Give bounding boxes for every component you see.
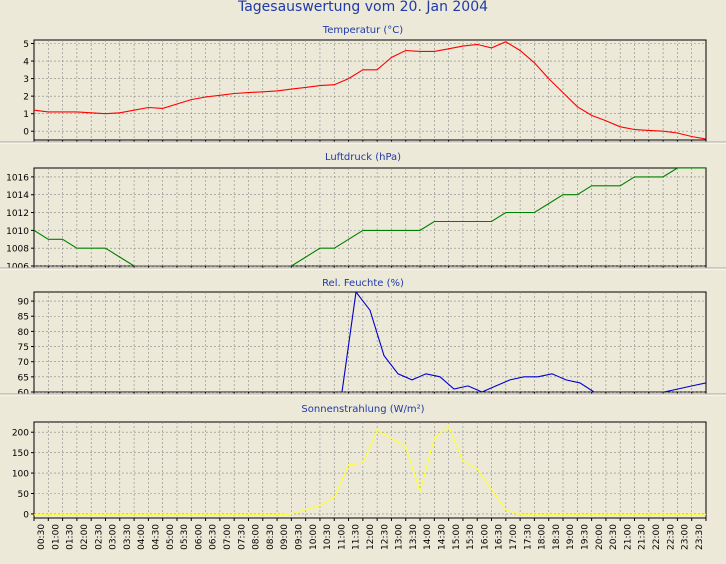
x-tick-label: 19:00 bbox=[566, 524, 576, 550]
x-tick-label: 05:30 bbox=[180, 524, 190, 550]
x-tick-label: 03:30 bbox=[123, 524, 133, 550]
x-tick-label: 15:30 bbox=[466, 524, 476, 550]
x-tick-label: 13:30 bbox=[409, 524, 419, 550]
x-tick-label: 23:30 bbox=[695, 524, 705, 550]
temperature-y-tick-label: 1 bbox=[23, 110, 29, 120]
x-tick-label: 16:30 bbox=[495, 524, 505, 550]
pressure-y-tick-label: 1010 bbox=[6, 227, 29, 237]
x-tick-label: 10:30 bbox=[323, 524, 333, 550]
humidity-series-line bbox=[34, 292, 706, 392]
x-tick-label: 00:30 bbox=[37, 524, 47, 550]
humidity-y-tick-label: 90 bbox=[18, 298, 30, 308]
x-tick-label: 06:30 bbox=[209, 524, 219, 550]
temperature-y-tick-label: 4 bbox=[23, 58, 29, 68]
pressure-y-tick-label: 1012 bbox=[6, 209, 29, 219]
radiation-y-tick-label: 150 bbox=[12, 449, 29, 459]
x-tick-label: 02:30 bbox=[94, 524, 104, 550]
x-tick-label: 23:00 bbox=[681, 524, 691, 550]
temperature-y-tick-label: 0 bbox=[23, 128, 29, 138]
x-tick-label: 21:00 bbox=[623, 524, 633, 550]
x-tick-label: 12:00 bbox=[366, 524, 376, 550]
humidity-plot-area bbox=[33, 291, 707, 393]
x-tick-label: 22:30 bbox=[666, 524, 676, 550]
x-tick-label: 09:30 bbox=[295, 524, 305, 550]
pressure-y-tick-label: 1014 bbox=[6, 191, 29, 201]
x-tick-label: 10:00 bbox=[309, 524, 319, 550]
radiation-y-tick-label: 50 bbox=[18, 490, 30, 500]
radiation-plot-area bbox=[33, 421, 707, 519]
x-tick-label: 13:00 bbox=[395, 524, 405, 550]
x-tick-label: 01:30 bbox=[66, 524, 76, 550]
pressure-series-line bbox=[34, 168, 706, 266]
humidity-y-tick-label: 70 bbox=[18, 358, 30, 368]
pressure-chart-title: Luftdruck (hPa) bbox=[325, 152, 401, 163]
x-tick-label: 17:30 bbox=[523, 524, 533, 550]
x-tick-label: 11:00 bbox=[337, 524, 347, 550]
x-tick-label: 19:30 bbox=[581, 524, 591, 550]
temperature-y-tick-label: 5 bbox=[23, 40, 29, 50]
x-tick-label: 09:00 bbox=[280, 524, 290, 550]
temperature-chart-title: Temperatur (°C) bbox=[322, 25, 403, 36]
humidity-y-tick-label: 80 bbox=[18, 328, 30, 338]
x-tick-label: 07:30 bbox=[237, 524, 247, 550]
x-tick-label: 01:00 bbox=[51, 524, 61, 550]
temperature-series-line bbox=[34, 41, 706, 140]
temperature-y-tick-label: 3 bbox=[23, 75, 29, 85]
pressure-plot-area bbox=[33, 167, 707, 267]
radiation-series-line bbox=[34, 425, 706, 516]
humidity-y-tick-label: 85 bbox=[18, 313, 29, 323]
x-tick-label: 12:30 bbox=[380, 524, 390, 550]
x-tick-label: 11:30 bbox=[352, 524, 362, 550]
temperature-y-tick-label: 2 bbox=[23, 93, 29, 103]
pressure-y-tick-label: 1008 bbox=[6, 245, 29, 255]
temperature-plot-area bbox=[33, 39, 707, 141]
x-tick-label: 04:30 bbox=[152, 524, 162, 550]
x-tick-label: 04:00 bbox=[137, 524, 147, 550]
humidity-y-tick-label: 75 bbox=[18, 343, 29, 353]
x-tick-label: 16:00 bbox=[480, 524, 490, 550]
radiation-y-tick-label: 100 bbox=[12, 470, 29, 480]
x-tick-label: 08:30 bbox=[266, 524, 276, 550]
radiation-y-tick-label: 200 bbox=[12, 429, 29, 439]
x-tick-label: 20:00 bbox=[595, 524, 605, 550]
humidity-chart-title: Rel. Feuchte (%) bbox=[322, 278, 404, 289]
x-tick-label: 08:00 bbox=[252, 524, 262, 550]
x-tick-label: 22:00 bbox=[652, 524, 662, 550]
radiation-y-tick-label: 0 bbox=[23, 510, 29, 520]
x-tick-label: 14:00 bbox=[423, 524, 433, 550]
pressure-y-tick-label: 1016 bbox=[6, 173, 29, 183]
x-tick-label: 20:30 bbox=[609, 524, 619, 550]
page-title: Tagesauswertung vom 20. Jan 2004 bbox=[237, 0, 489, 15]
x-tick-label: 21:30 bbox=[638, 524, 648, 550]
x-tick-label: 17:00 bbox=[509, 524, 519, 550]
x-tick-label: 14:30 bbox=[438, 524, 448, 550]
x-tick-label: 15:00 bbox=[452, 524, 462, 550]
x-tick-label: 02:00 bbox=[80, 524, 90, 550]
x-tick-label: 07:00 bbox=[223, 524, 233, 550]
x-tick-label: 05:00 bbox=[166, 524, 176, 550]
radiation-chart-title: Sonnenstrahlung (W/m²) bbox=[301, 404, 424, 415]
x-tick-label: 06:00 bbox=[194, 524, 204, 550]
x-tick-label: 18:00 bbox=[538, 524, 548, 550]
x-tick-label: 03:00 bbox=[109, 524, 119, 550]
humidity-y-tick-label: 65 bbox=[18, 373, 29, 383]
x-tick-label: 18:30 bbox=[552, 524, 562, 550]
